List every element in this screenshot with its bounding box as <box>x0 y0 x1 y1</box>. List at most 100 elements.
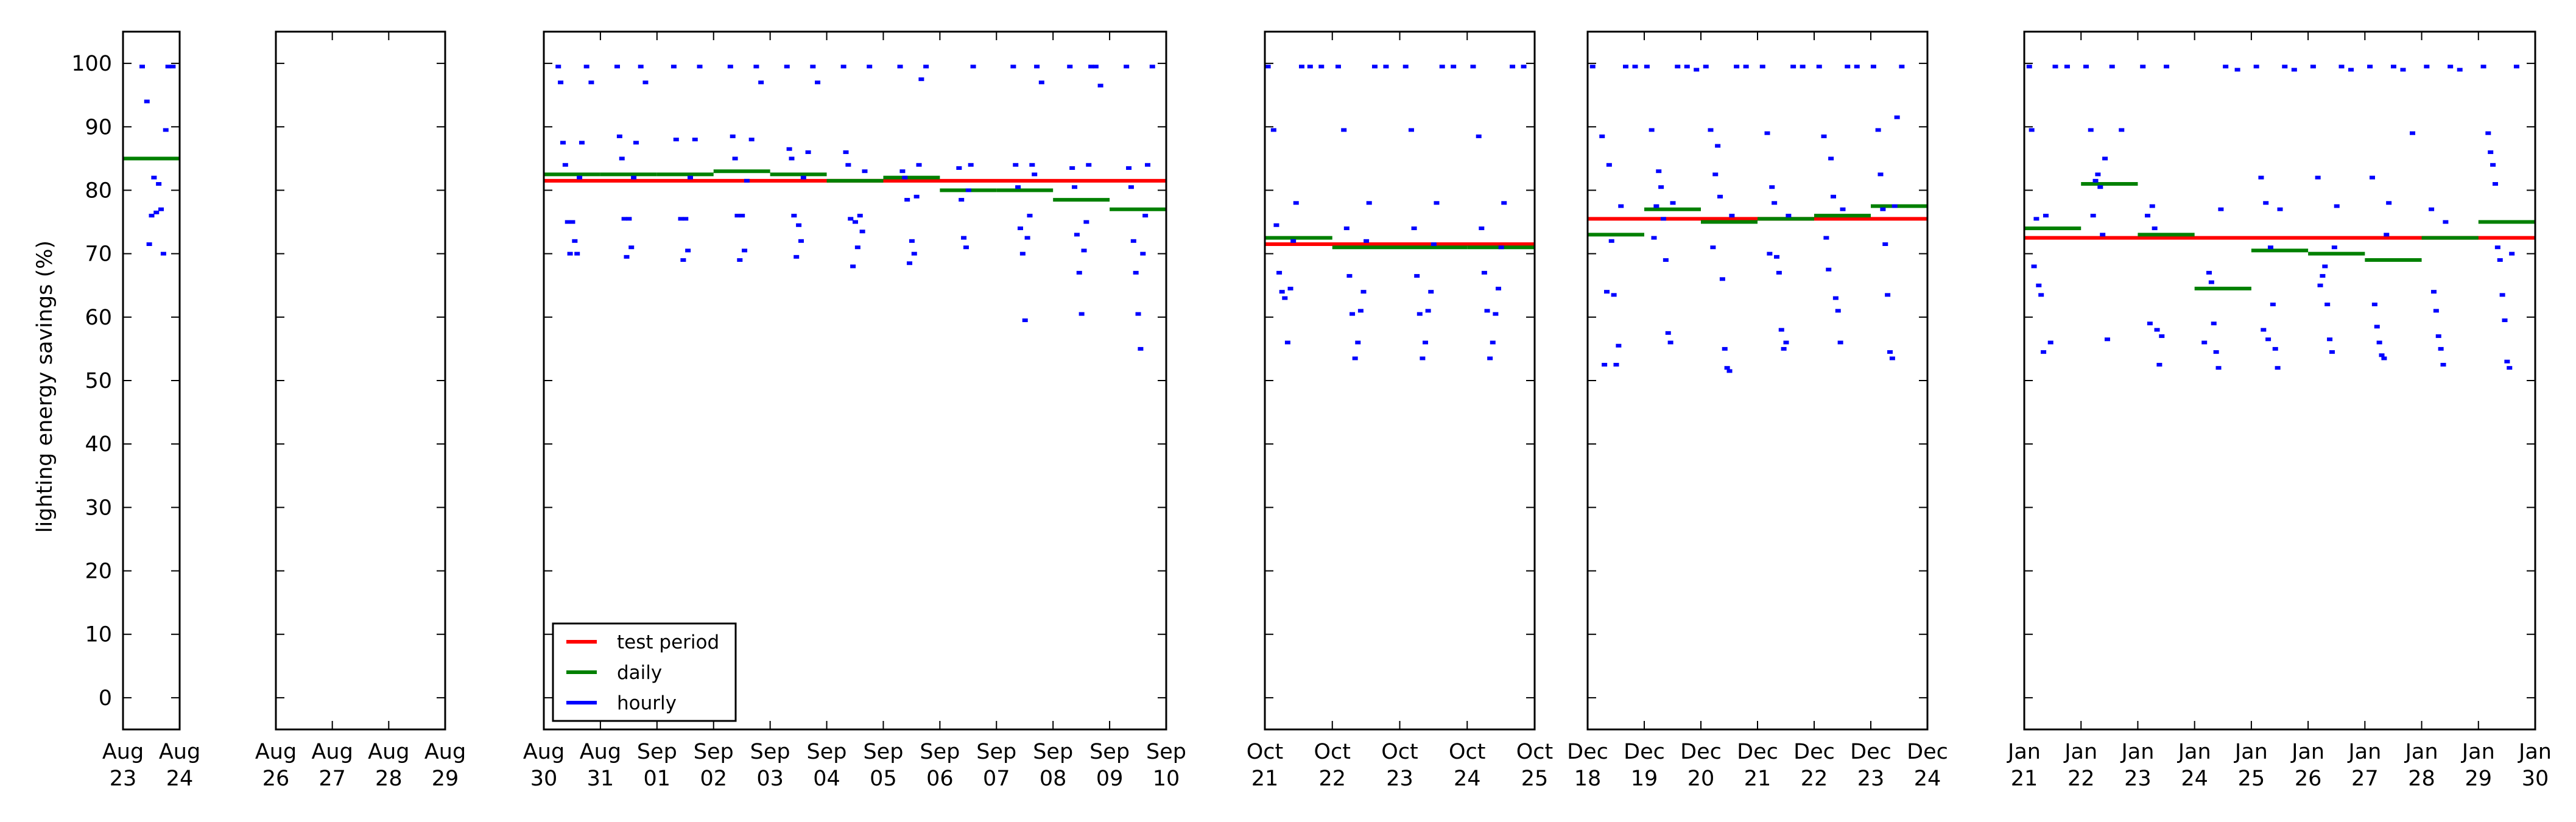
hourly-point <box>753 65 759 69</box>
hourly-point <box>737 258 743 262</box>
hourly-point <box>1894 115 1900 119</box>
hourly-point <box>1828 156 1834 161</box>
hourly-point <box>1439 65 1445 69</box>
legend-label: test period <box>617 631 719 653</box>
hourly-point <box>1287 286 1293 290</box>
x-tick-label-month: Aug <box>424 740 466 764</box>
x-tick-label-day: 05 <box>870 767 897 791</box>
hourly-point <box>1722 346 1728 351</box>
hourly-point <box>2147 321 2153 326</box>
hourly-point <box>1703 65 1709 69</box>
hourly-point <box>739 214 745 218</box>
hourly-point <box>1383 65 1389 69</box>
hourly-point <box>2494 245 2500 250</box>
y-axis-title: lighting energy savings (%) <box>33 241 57 533</box>
hourly-point <box>2379 353 2385 357</box>
hourly-point <box>680 258 686 262</box>
hourly-point <box>1776 270 1782 275</box>
hourly-point <box>555 65 561 69</box>
hourly-point <box>916 163 922 167</box>
x-tick-label-month: Sep <box>1033 740 1073 764</box>
hourly-point <box>1661 217 1666 221</box>
hourly-point <box>1024 236 1030 240</box>
hourly-point <box>1350 312 1356 316</box>
hourly-point <box>1845 65 1851 69</box>
hourly-point <box>2376 340 2382 345</box>
hourly-point <box>2324 302 2331 306</box>
x-tick-label-month: Jan <box>2461 740 2495 764</box>
x-tick-label-day: 23 <box>2124 767 2152 791</box>
hourly-point <box>2424 65 2430 69</box>
hourly-point <box>1611 293 1617 297</box>
panels-layer: 0102030405060708090100Aug23Aug24Aug26Aug… <box>71 30 2552 791</box>
hourly-point <box>1772 201 1778 205</box>
panel-frame <box>2023 30 2536 731</box>
hourly-point <box>1097 83 1103 88</box>
hourly-point <box>621 217 627 221</box>
hourly-point <box>572 239 578 243</box>
hourly-point <box>1684 65 1690 69</box>
hourly-point <box>2369 175 2375 180</box>
hourly-point <box>1821 134 1827 138</box>
hourly-point <box>2390 65 2396 69</box>
hourly-point <box>139 65 145 69</box>
x-tick-label-month: Oct <box>1516 740 1554 764</box>
x-tick-label-day: 29 <box>2465 767 2493 791</box>
y-tick-label: 30 <box>85 496 112 520</box>
hourly-point <box>1126 166 1132 170</box>
hourly-point <box>2509 251 2515 256</box>
hourly-point <box>1279 290 1285 294</box>
hourly-point <box>1138 346 1144 351</box>
panel-6: Jan 21 Jan 22 Jan 23 Jan 24 Jan 25 Jan 26 Jan 27 Jan 28… <box>2007 30 2552 791</box>
hourly-point <box>2374 325 2380 329</box>
hourly-point <box>1710 245 1716 250</box>
hourly-point <box>2218 207 2224 211</box>
hourly-point <box>1307 65 1313 69</box>
hourly-point <box>848 217 854 221</box>
hourly-point <box>1616 343 1622 348</box>
hourly-point <box>1877 172 1884 177</box>
hourly-point <box>2386 201 2392 205</box>
x-tick-label-month: Sep <box>807 740 847 764</box>
hourly-point <box>2507 366 2513 370</box>
hourly-point <box>1487 356 1493 360</box>
hourly-point <box>1778 328 1784 332</box>
hourly-point <box>742 248 748 253</box>
hourly-point <box>2334 204 2340 208</box>
hourly-point <box>1892 204 1898 208</box>
hourly-point <box>1786 214 1792 218</box>
hourly-point <box>956 166 962 170</box>
hourly-point <box>565 220 571 224</box>
y-tick-label: 80 <box>85 178 112 203</box>
x-tick-label-day: 29 <box>432 767 459 791</box>
hourly-point <box>1428 290 1434 294</box>
hourly-point <box>638 65 644 69</box>
hourly-point <box>2109 65 2115 69</box>
x-tick-label-month: Aug <box>523 740 565 764</box>
hourly-point <box>2149 204 2155 208</box>
hourly-point <box>1498 245 1504 250</box>
hourly-point <box>160 251 166 256</box>
hourly-point <box>2100 233 2106 237</box>
hourly-point <box>2381 356 2387 360</box>
hourly-point <box>626 217 632 221</box>
hourly-point <box>1140 251 1146 256</box>
hourly-point <box>1632 65 1638 69</box>
y-tick-label: 10 <box>85 623 112 647</box>
hourly-point <box>1479 226 1485 230</box>
hourly-point <box>1284 340 1290 345</box>
hourly-point <box>1015 185 1021 189</box>
hourly-point <box>1831 194 1836 198</box>
hourly-point <box>619 156 625 161</box>
hourly-point <box>923 65 929 69</box>
legend: test period daily hourly <box>552 622 737 722</box>
hourly-point <box>959 198 965 202</box>
hourly-point <box>815 80 821 85</box>
x-tick-label-day: 23 <box>110 767 137 791</box>
hourly-point <box>2485 131 2491 135</box>
hourly-point <box>854 245 860 250</box>
panel-frame <box>543 30 1167 731</box>
x-tick-label-month: Dec <box>1737 740 1778 764</box>
x-tick-label-month: Jan <box>2234 740 2268 764</box>
